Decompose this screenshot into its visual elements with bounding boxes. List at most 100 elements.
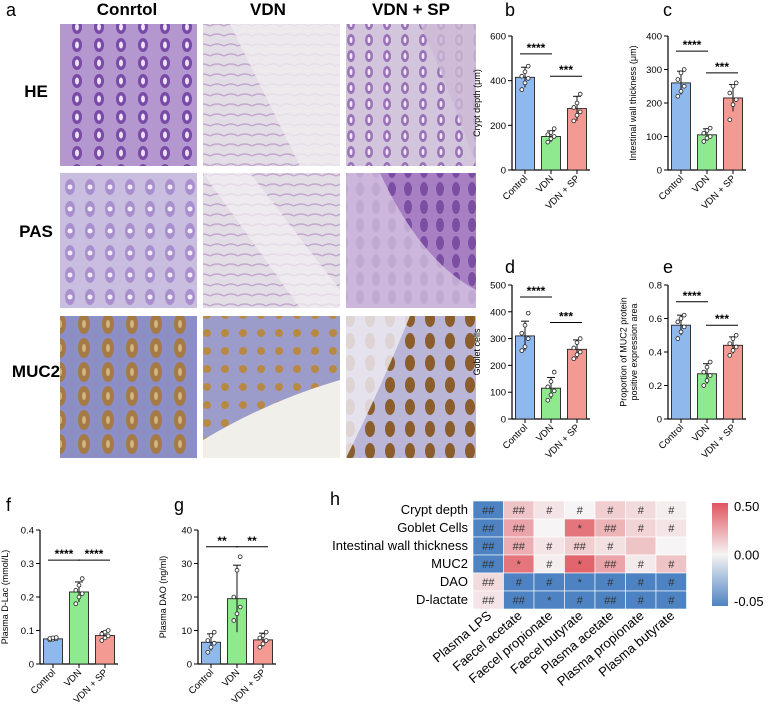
heatmap-cell-label-0-1: ## — [513, 505, 526, 517]
data-point-f-1 — [79, 591, 85, 596]
y-tick-label-f: 0.2 — [21, 593, 34, 604]
data-point-g-1 — [237, 554, 243, 560]
data-point-f-1 — [73, 587, 79, 593]
data-point-c-2 — [730, 83, 736, 89]
y-tick-label-d: 500 — [490, 281, 506, 292]
data-point-d-0 — [525, 310, 531, 316]
heatmap-cell-label-0-0: ## — [482, 505, 495, 517]
data-point-c-1 — [701, 139, 707, 144]
y-tick-label-b: 0 — [501, 166, 506, 177]
heatmap-cell-label-0-3: # — [577, 505, 584, 517]
sig-label-b-0: **** — [527, 41, 546, 55]
data-point-d-2 — [577, 349, 583, 355]
row-label-he: HE — [24, 82, 48, 101]
heatmap-cell-label-3-0: ## — [482, 559, 495, 571]
heatmap-cell-label-5-2: * — [547, 595, 552, 607]
bar-e-2 — [723, 344, 743, 420]
data-point-d-1 — [548, 379, 554, 384]
data-point-d-1 — [548, 392, 554, 398]
data-point-c-2 — [733, 97, 739, 102]
data-point-c-0 — [681, 83, 687, 89]
data-point-b-0 — [522, 80, 528, 86]
data-point-b-2 — [577, 109, 583, 115]
heatmap-cell-label-1-1: ## — [513, 523, 526, 535]
data-point-c-2 — [733, 80, 739, 86]
data-point-c-0 — [675, 77, 681, 82]
data-point-d-0 — [522, 322, 528, 328]
y-tick-label-d: 400 — [490, 307, 506, 318]
sig-label-c-0: **** — [683, 38, 702, 52]
panel-letter-d: d — [505, 257, 515, 277]
heatmap-cell-label-3-2: # — [546, 559, 553, 571]
y-tick-label-c: 100 — [646, 132, 662, 143]
data-point-b-2 — [571, 118, 577, 124]
heatmap-row-label-5: D-lactate — [416, 592, 468, 607]
data-point-f-1 — [73, 601, 79, 606]
y-tick-label-d: 100 — [490, 388, 506, 399]
micrograph-he-control — [60, 24, 197, 166]
data-point-e-0 — [675, 336, 681, 341]
micrograph-muc2-control — [60, 316, 197, 458]
y-tick-label-e: 0.2 — [649, 381, 662, 392]
heatmap-cell-label-5-4: ## — [604, 595, 617, 607]
panel-letter-c: c — [663, 0, 672, 20]
heatmap-cell-2-6 — [655, 536, 687, 556]
data-point-g-0 — [208, 633, 214, 638]
data-point-b-1 — [551, 134, 557, 139]
data-point-g-1 — [234, 567, 240, 573]
data-point-e-2 — [727, 353, 733, 358]
heatmap-row-label-4: DAO — [440, 574, 468, 589]
y-tick-label-b: 400 — [490, 76, 506, 87]
y-tick-label-g: 10 — [181, 626, 192, 637]
data-point-f-2 — [99, 638, 105, 643]
data-point-d-0 — [522, 344, 528, 349]
panel-letter-f: f — [6, 495, 12, 515]
heatmap-colorbar-tick-0: 0.50 — [734, 499, 759, 514]
y-tick-label-d: 300 — [490, 334, 506, 345]
heatmap-cell-label-4-4: # — [607, 577, 614, 589]
x-tick-label-f-1: VDN — [62, 667, 84, 689]
data-point-f-0 — [53, 635, 59, 640]
heatmap-row-label-2: Intestinal wall thickness — [332, 538, 468, 553]
heatmap-cell-label-4-6: # — [668, 577, 675, 589]
data-point-d-2 — [571, 345, 577, 351]
data-point-f-1 — [76, 594, 82, 600]
y-tick-label-c: 0 — [657, 166, 662, 177]
heatmap-cell-label-0-5: # — [638, 505, 645, 517]
data-point-b-2 — [574, 100, 580, 106]
data-point-c-1 — [707, 134, 713, 139]
data-point-e-2 — [733, 332, 739, 338]
y-tick-label-b: 600 — [490, 32, 506, 43]
data-point-b-2 — [571, 105, 577, 110]
data-point-b-1 — [548, 136, 554, 142]
data-point-d-2 — [577, 336, 583, 341]
data-point-g-1 — [237, 604, 243, 610]
data-point-b-2 — [577, 91, 583, 97]
heatmap-cell-label-0-4: # — [607, 505, 614, 517]
data-point-e-1 — [707, 373, 713, 378]
column-title-vdn-sp: VDN + SP — [372, 0, 450, 19]
x-tick-label-c-1: VDN — [690, 173, 712, 195]
heatmap-cell-2-5 — [625, 536, 657, 556]
data-point-d-1 — [551, 369, 557, 375]
panel-letter-e: e — [663, 257, 673, 277]
y-tick-label-g: 20 — [181, 593, 192, 604]
heatmap-cell-label-2-3: ## — [574, 541, 587, 553]
y-tick-label-f: 0 — [29, 660, 34, 671]
heatmap-colorbar-tick-1: 0.00 — [734, 548, 759, 563]
data-point-f-1 — [76, 582, 82, 588]
y-axis-label-e: Proportion of MUC2 proteinpositive expre… — [619, 297, 639, 407]
y-tick-label-f: 0.1 — [21, 626, 34, 637]
y-axis-label-c: Intestinal wall thickness (μm) — [628, 45, 638, 160]
heatmap-cell-label-1-5: # — [638, 523, 645, 535]
micrograph-pas-control — [60, 173, 197, 308]
x-tick-label-f-0: Control — [29, 667, 58, 696]
heatmap-cell-label-1-3: * — [578, 523, 583, 535]
heatmap-cell-label-3-6: # — [668, 559, 675, 571]
bar-d-2 — [567, 348, 587, 420]
heatmap-cell-label-5-3: # — [577, 595, 584, 607]
bar-c-0 — [671, 82, 691, 171]
bar-f-1 — [69, 591, 89, 665]
